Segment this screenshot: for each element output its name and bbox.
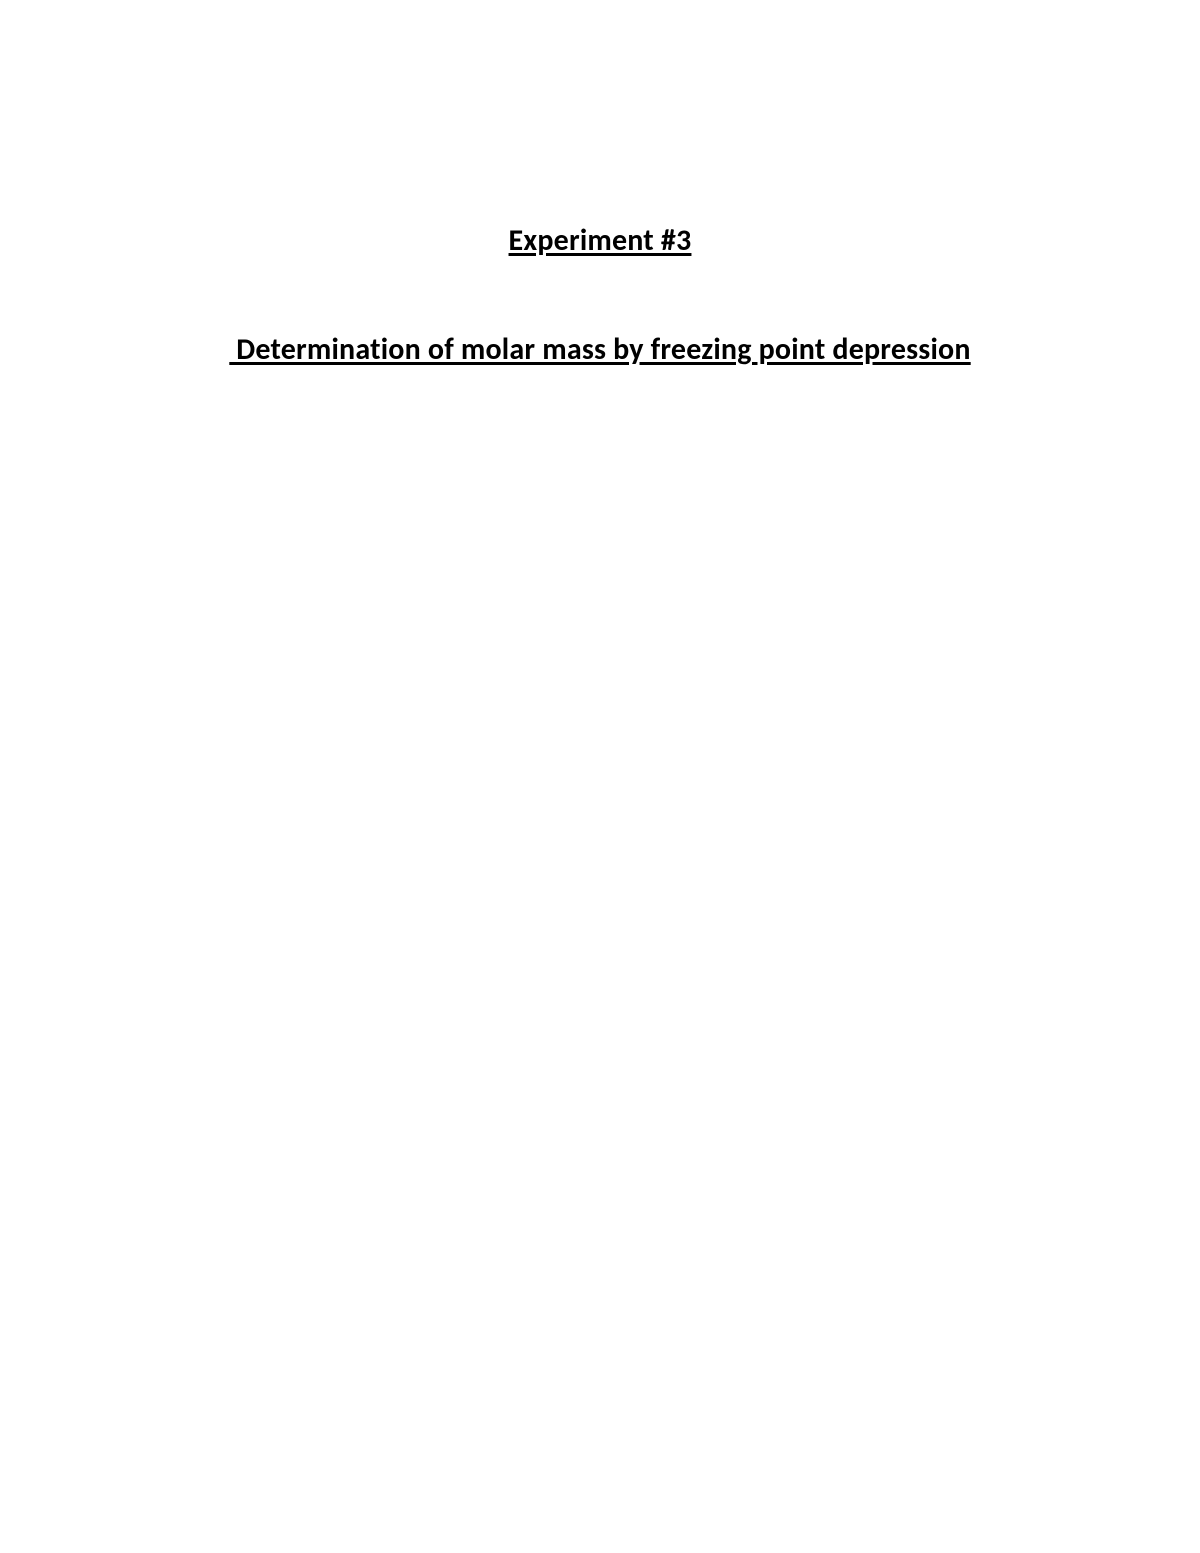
- experiment-title-heading: Determination of molar mass by freezing …: [0, 331, 1200, 368]
- experiment-number-heading: Experiment #3: [0, 222, 1200, 259]
- document-page: Experiment #3 Determination of molar mas…: [0, 0, 1200, 1553]
